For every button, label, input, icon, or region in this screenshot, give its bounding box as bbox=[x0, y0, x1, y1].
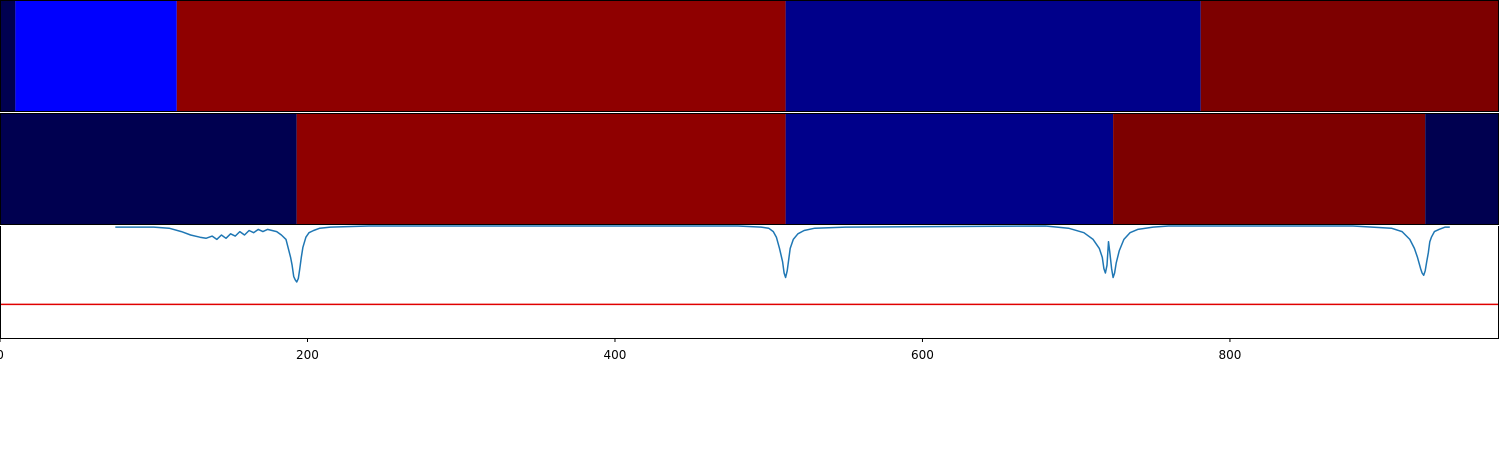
line-panel bbox=[0, 225, 1499, 339]
segment-row-2-segment-3 bbox=[785, 113, 1114, 225]
series-line bbox=[115, 225, 1450, 283]
segment-row-1-segment-1 bbox=[0, 0, 16, 112]
segment-row-1-segment-4 bbox=[785, 0, 1201, 112]
line-panel-background bbox=[0, 226, 1499, 338]
segment-row-1-segment-5 bbox=[1200, 0, 1499, 112]
x-tick-label: 800 bbox=[1218, 348, 1241, 362]
segment-rows bbox=[0, 0, 1500, 226]
x-tick-label: 600 bbox=[911, 348, 934, 362]
segment-row-2-segment-4 bbox=[1113, 113, 1426, 225]
segment-row-1-frame bbox=[0, 0, 1499, 112]
x-tick-label: 400 bbox=[604, 348, 627, 362]
segment-row-1-segment-3 bbox=[176, 0, 786, 112]
segment-row-2-segment-5 bbox=[1425, 113, 1499, 225]
x-tick-label: 200 bbox=[296, 348, 319, 362]
segment-row-2-segment-1 bbox=[0, 113, 297, 225]
segment-row-2-segment-2 bbox=[296, 113, 786, 225]
x-tick-label: 0 bbox=[0, 348, 4, 362]
x-axis: 0 200 400 600 800 bbox=[0, 338, 1241, 362]
segment-row-2-frame bbox=[0, 113, 1499, 225]
segment-row-1-segment-2 bbox=[15, 0, 177, 112]
